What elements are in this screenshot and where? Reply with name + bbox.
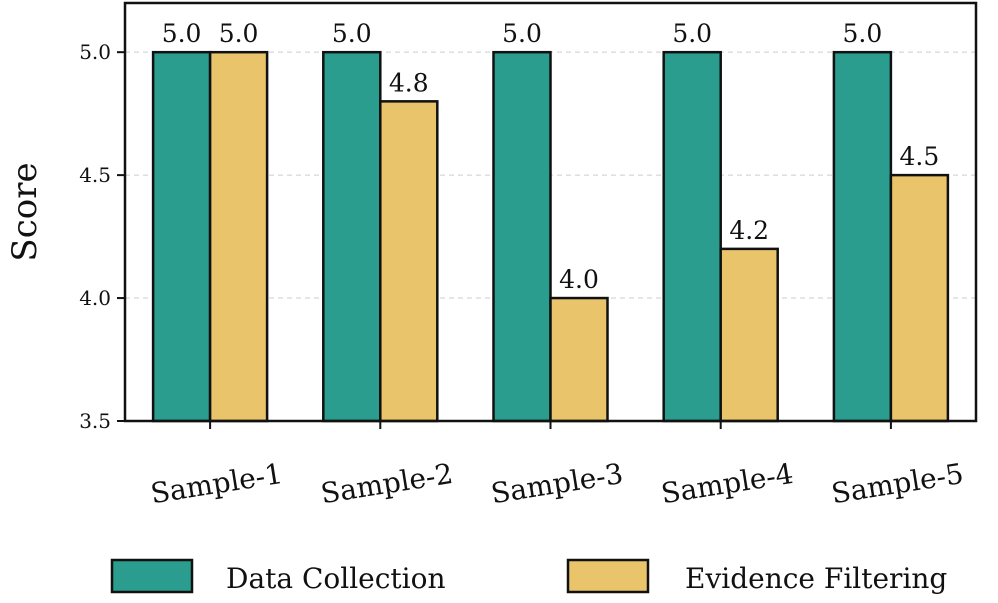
y-axis: 3.5 4.0 4.5 5.0 <box>79 40 125 433</box>
bars <box>151 50 950 423</box>
bar <box>719 247 779 423</box>
legend-swatch <box>566 558 650 594</box>
legend-label: Data Collection <box>226 562 446 595</box>
x-tick-label: Sample-4 <box>659 457 796 510</box>
y-tick-label: 4.5 <box>79 163 111 187</box>
y-tick-label: 3.5 <box>79 409 111 433</box>
bar <box>662 50 722 423</box>
data-label: 5.0 <box>332 19 372 48</box>
bar <box>492 50 552 423</box>
data-label: 5.0 <box>502 19 542 48</box>
legend: Data Collection Evidence Filtering <box>110 558 947 595</box>
bar <box>889 173 950 423</box>
x-tick-label: Sample-1 <box>148 457 285 510</box>
bar <box>208 50 269 423</box>
legend-label: Evidence Filtering <box>685 562 947 595</box>
y-tick-label: 4.0 <box>79 286 111 310</box>
data-label: 4.2 <box>729 216 769 245</box>
x-axis: Sample-1 Sample-2 Sample-3 Sample-4 Sample-5 <box>148 421 966 510</box>
data-label: 4.0 <box>559 265 599 294</box>
data-labels: 5.0 5.0 5.0 4.8 5.0 4.0 5.0 4.2 5.0 4.5 <box>162 19 940 294</box>
y-tick-label: 5.0 <box>79 40 111 64</box>
bar <box>549 296 609 423</box>
bar <box>322 50 382 423</box>
x-tick-label: Sample-5 <box>829 457 966 510</box>
data-label: 5.0 <box>672 19 712 48</box>
x-tick-label: Sample-2 <box>318 457 455 510</box>
bar <box>832 50 893 423</box>
data-label: 5.0 <box>219 19 259 48</box>
data-label: 4.5 <box>900 142 940 171</box>
x-tick-label: Sample-3 <box>489 457 626 510</box>
data-label: 5.0 <box>843 19 883 48</box>
data-label: 4.8 <box>389 68 429 97</box>
bar <box>379 100 439 423</box>
y-axis-label: Score <box>5 162 45 261</box>
bar <box>151 50 212 423</box>
legend-swatch <box>110 558 194 594</box>
data-label: 5.0 <box>162 19 202 48</box>
